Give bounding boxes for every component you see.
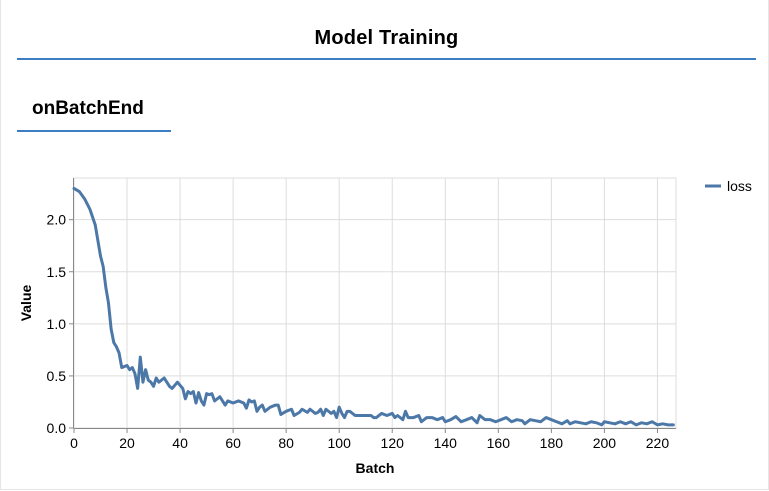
x-tick-label: 180 bbox=[540, 435, 564, 451]
x-tick-label: 100 bbox=[328, 435, 352, 451]
surface-header: Model Training bbox=[17, 22, 756, 60]
y-tick-label: 1.5 bbox=[47, 264, 67, 280]
chart-grid bbox=[73, 177, 677, 429]
loss-chart: 0 20 40 60 80 100 120 140 160 180 200 220 0.0 0.5 1.0 1… bbox=[18, 177, 752, 476]
x-axis-title: Batch bbox=[356, 460, 395, 476]
x-tick-label: 120 bbox=[381, 435, 405, 451]
chart-axes: 0 20 40 60 80 100 120 140 160 180 200 220 0.0 0.5 1.0 1… bbox=[18, 178, 676, 476]
x-tick-label: 40 bbox=[172, 435, 188, 451]
series-line-loss bbox=[72, 186, 675, 427]
tab-label: onBatchEnd bbox=[32, 98, 144, 119]
x-tick-label: 140 bbox=[434, 435, 458, 451]
x-tick-label: 160 bbox=[487, 435, 511, 451]
x-tick-label: 20 bbox=[119, 435, 135, 451]
y-tick-label: 0.0 bbox=[47, 420, 67, 436]
y-tick-label: 1.0 bbox=[47, 316, 67, 332]
x-tick-label: 0 bbox=[70, 435, 78, 451]
y-tick-label: 0.5 bbox=[47, 368, 67, 384]
plot-frame bbox=[73, 177, 677, 429]
x-tick-label: 220 bbox=[646, 435, 670, 451]
y-axis-title: Value bbox=[18, 285, 34, 322]
surface-title: Model Training bbox=[314, 27, 459, 49]
x-tick-label: 80 bbox=[278, 435, 294, 451]
chart-legend: loss bbox=[705, 178, 752, 194]
chart-series bbox=[72, 186, 675, 427]
legend-label: loss bbox=[727, 178, 752, 194]
y-tick-label: 2.0 bbox=[47, 212, 67, 228]
x-tick-label: 60 bbox=[225, 435, 241, 451]
tab-onbatchend[interactable]: onBatchEnd bbox=[17, 96, 171, 132]
x-tick-label: 200 bbox=[593, 435, 617, 451]
